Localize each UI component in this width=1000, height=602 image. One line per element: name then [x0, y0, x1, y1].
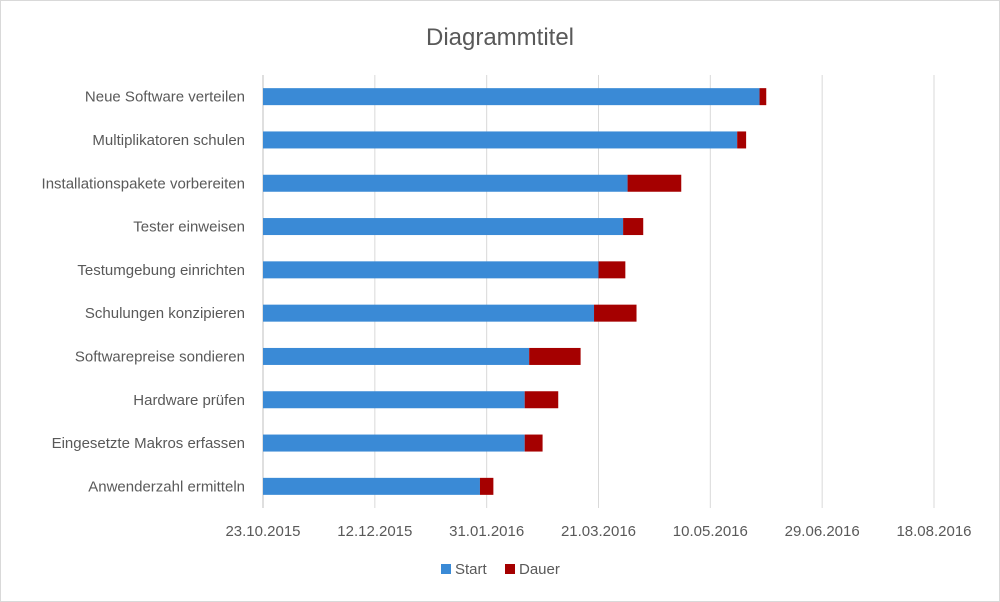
category-label: Anwenderzahl ermitteln [88, 478, 245, 495]
category-label: Testumgebung einrichten [77, 262, 245, 279]
x-tick-label: 29.06.2016 [785, 523, 860, 540]
category-label: Multiplikatoren schulen [92, 132, 245, 149]
category-labels: Anwenderzahl ermitteln Eingesetzte Makros… [42, 89, 245, 496]
bar-start [263, 304, 595, 322]
bar-start [263, 218, 624, 236]
bar-dauer [627, 174, 682, 192]
legend-label: Dauer [519, 561, 560, 578]
bar-dauer [598, 261, 626, 279]
x-tick-labels: 23.10.2015 12.12.2015 31.01.2016 21.03.2016… [225, 523, 971, 540]
bar-dauer [524, 391, 559, 409]
bar-start [263, 261, 599, 279]
bar-start [263, 131, 738, 149]
bar-dauer [759, 88, 767, 106]
legend: Start Dauer [441, 561, 560, 578]
category-label: Neue Software verteilen [85, 89, 245, 106]
bar-start [263, 477, 480, 495]
bar-dauer [737, 131, 747, 149]
chart-title: Diagrammtitel [426, 24, 574, 51]
legend-swatch [505, 564, 515, 574]
bar-dauer [623, 218, 644, 236]
category-label: Tester einweisen [133, 219, 245, 236]
x-tick-label: 18.08.2016 [896, 523, 971, 540]
category-label: Schulungen konzipieren [85, 305, 245, 322]
bar-start [263, 434, 525, 452]
x-tick-label: 31.01.2016 [449, 523, 524, 540]
bar-dauer [594, 304, 637, 322]
bar-start [263, 88, 760, 106]
bar-dauer [529, 347, 581, 365]
bar-start [263, 347, 530, 365]
bar-dauer [524, 434, 543, 452]
x-tick-label: 12.12.2015 [337, 523, 412, 540]
x-tick-label: 21.03.2016 [561, 523, 636, 540]
category-label: Installationspakete vorbereiten [42, 175, 245, 192]
category-label: Eingesetzte Makros erfassen [52, 435, 245, 452]
legend-swatch [441, 564, 451, 574]
bar-dauer [479, 477, 494, 495]
bars [263, 88, 767, 495]
category-label: Hardware prüfen [133, 392, 245, 409]
bar-start [263, 391, 525, 409]
x-tick-label: 23.10.2015 [225, 523, 300, 540]
category-label: Softwarepreise sondieren [75, 348, 245, 365]
x-tick-label: 10.05.2016 [673, 523, 748, 540]
legend-label: Start [455, 561, 488, 578]
bar-start [263, 174, 628, 192]
